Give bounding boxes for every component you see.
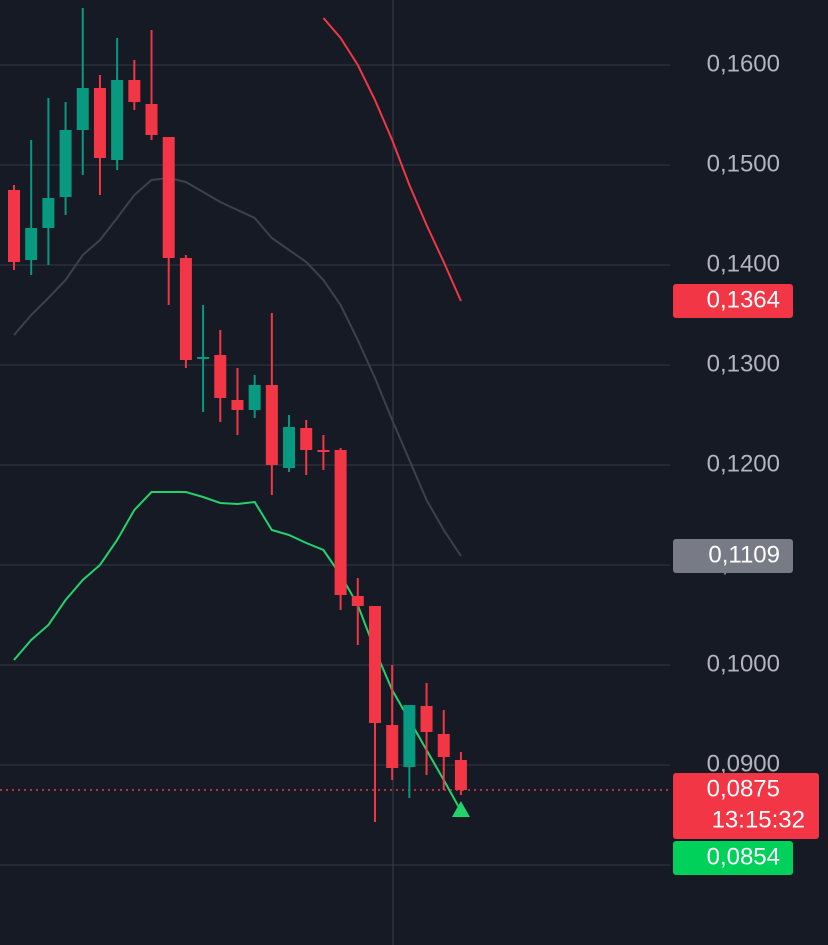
- signal-marker: [451, 801, 470, 817]
- y-tick-label: 0,1500: [707, 150, 780, 177]
- candle-body: [265, 385, 278, 465]
- candle-body: [76, 88, 89, 130]
- price-label-box: [673, 773, 819, 839]
- candle-body: [179, 258, 192, 360]
- bands: [0, 17, 670, 812]
- candle-body: [59, 130, 72, 197]
- price-label-box: [673, 539, 793, 573]
- candle-body: [25, 228, 38, 260]
- candle-body: [454, 760, 467, 790]
- candle-body: [111, 80, 124, 160]
- candle-body: [437, 734, 450, 757]
- candle-body: [386, 725, 399, 768]
- candle-body: [300, 428, 313, 450]
- y-tick-label: 0,1600: [707, 50, 780, 77]
- price-labels: 0,1364 0,1109 0,0875 13:15:32 0,0854: [673, 284, 819, 875]
- candle-body: [403, 705, 416, 767]
- candle-body: [231, 400, 244, 410]
- y-tick-label: 0,1200: [707, 450, 780, 477]
- y-tick-label: 0,1300: [707, 350, 780, 377]
- candle-body: [128, 80, 141, 102]
- candle-body: [351, 596, 364, 606]
- y-tick-label: 0,1000: [707, 650, 780, 677]
- candle-body: [248, 385, 261, 410]
- price-label-box: [673, 284, 793, 318]
- candle-body: [162, 137, 175, 258]
- candle-body: [368, 606, 381, 723]
- candle-body: [283, 427, 296, 468]
- y-tick-label: 0,1400: [707, 250, 780, 277]
- price-label: 0,1364: [707, 286, 780, 313]
- candle-body: [317, 450, 330, 452]
- price-axis: 0,16000,15000,14000,13000,12000,11000,10…: [707, 50, 780, 877]
- band-line: [13, 176, 462, 557]
- candle-body: [93, 88, 106, 158]
- candle-body: [420, 706, 433, 732]
- candles: [8, 8, 470, 822]
- price-label: 0,0854: [707, 843, 780, 870]
- candle-body: [197, 357, 210, 359]
- candle-body: [214, 355, 227, 398]
- candle-body: [334, 450, 347, 595]
- y-tick-label: 0,0900: [707, 750, 780, 777]
- candle-body: [145, 104, 158, 135]
- price-label: 0,1109: [708, 541, 780, 568]
- countdown: 13:15:32: [712, 806, 805, 833]
- price-label-box: [673, 841, 793, 875]
- price-label: 0,0875: [707, 775, 780, 802]
- candle-body: [42, 198, 55, 228]
- band-line: [13, 491, 462, 812]
- candle-body: [8, 190, 20, 262]
- band-line: [322, 17, 462, 302]
